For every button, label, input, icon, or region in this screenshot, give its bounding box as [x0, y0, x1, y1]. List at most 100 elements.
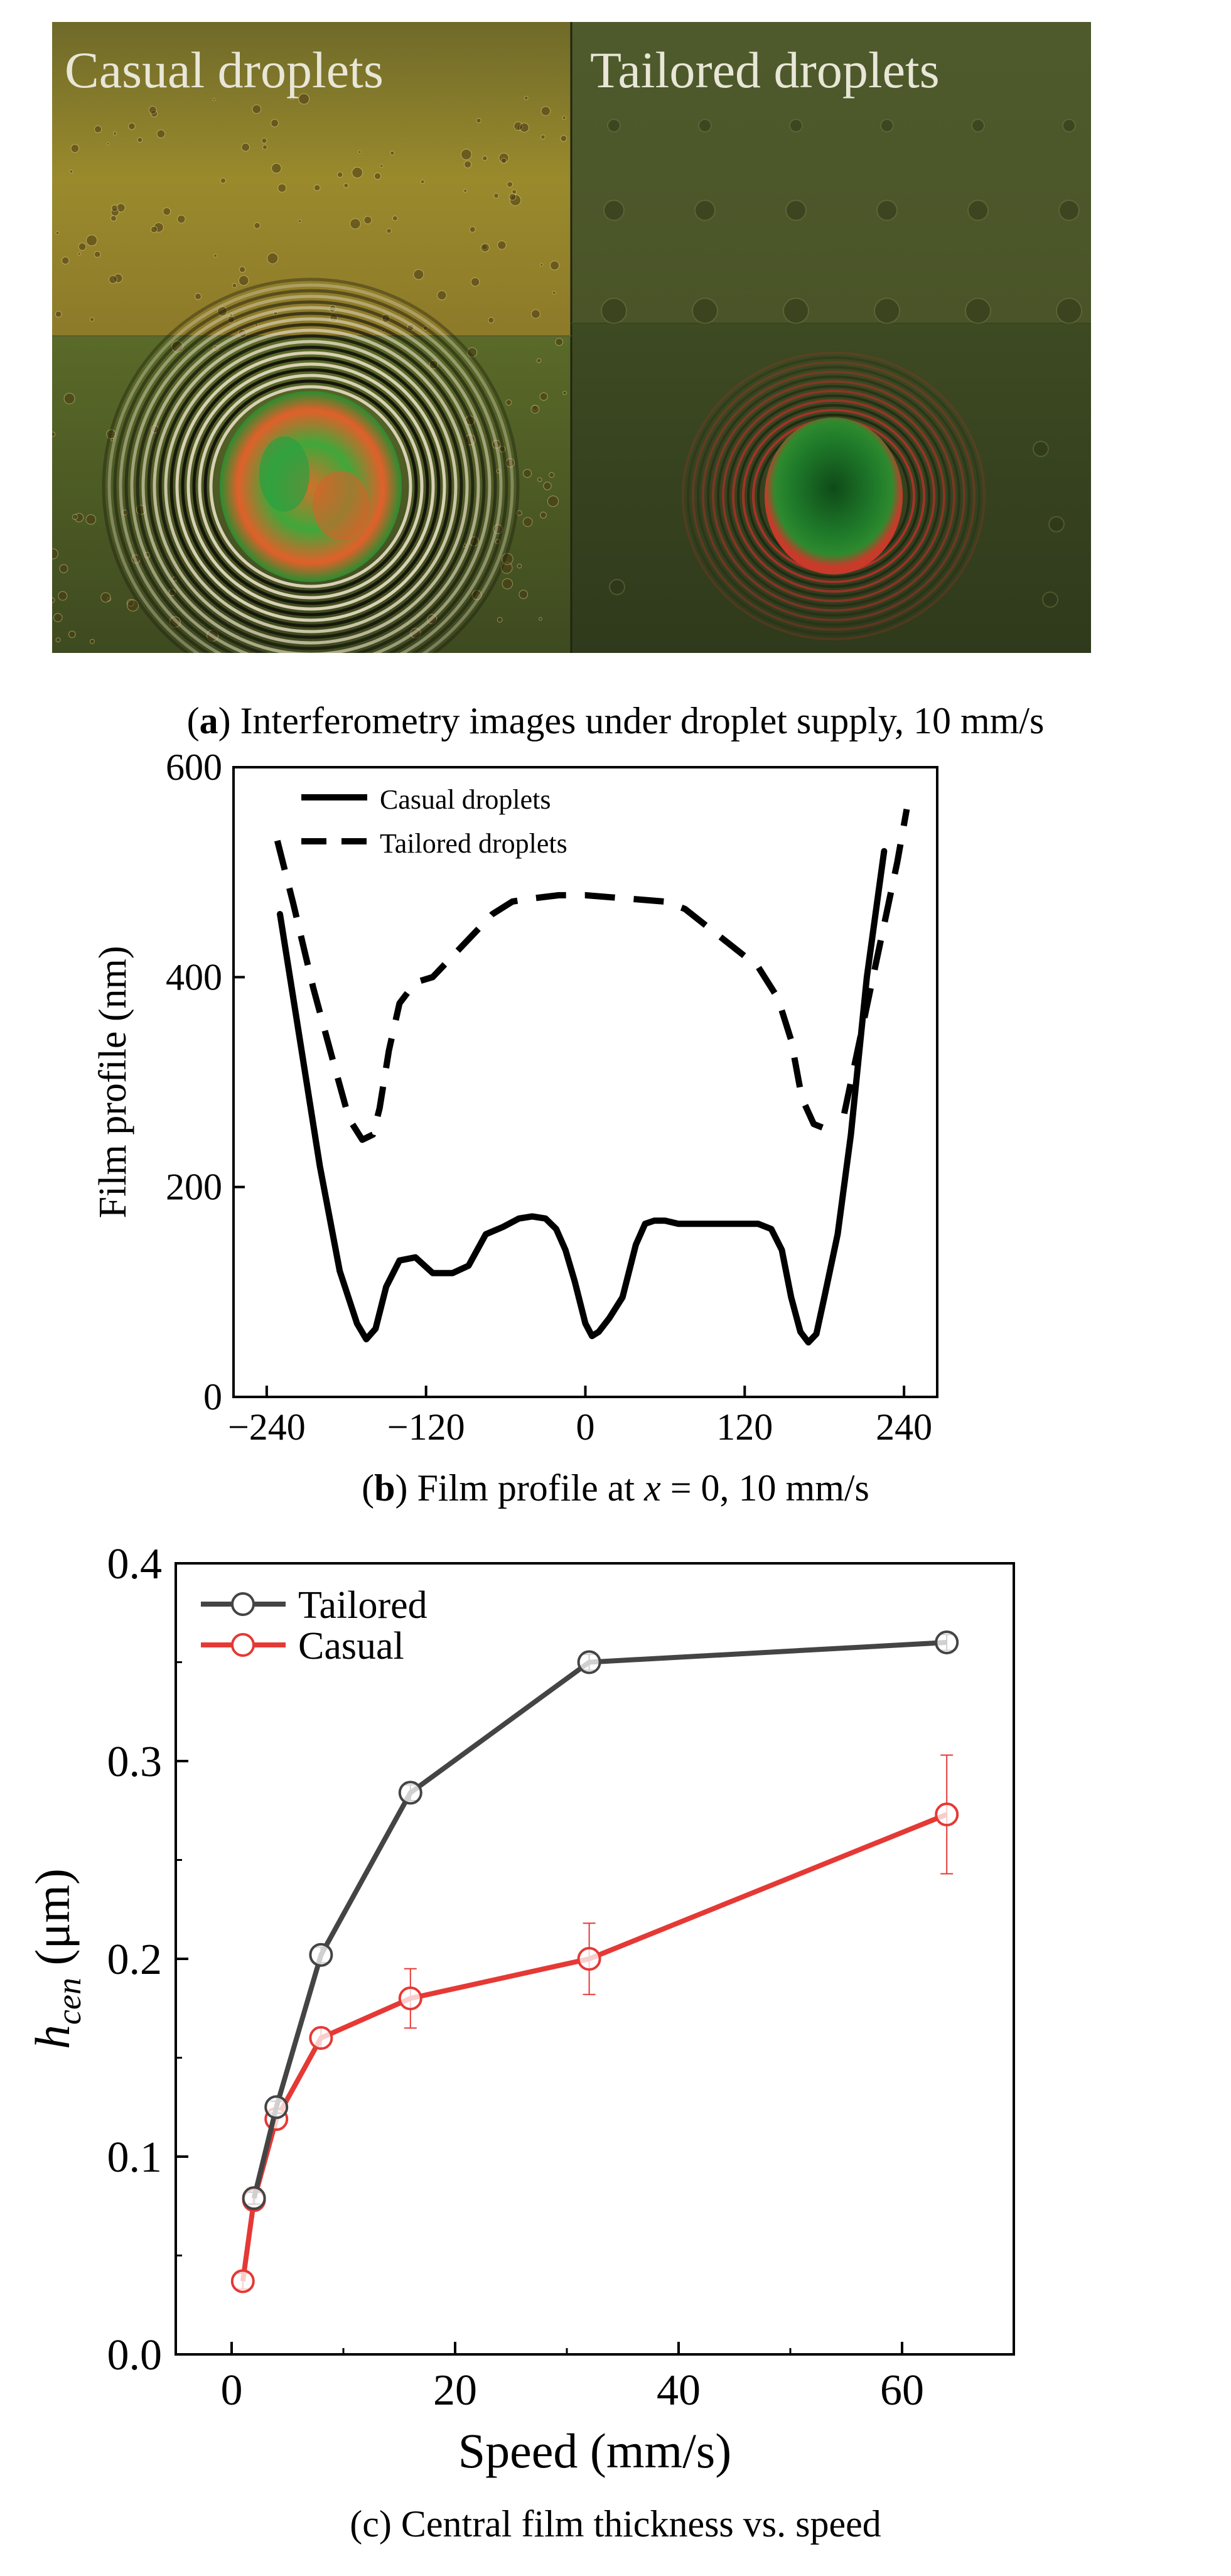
droplet [552, 291, 556, 295]
droplet [971, 119, 985, 132]
droplet [505, 399, 512, 406]
tailored-marker [309, 1943, 333, 1967]
y-tick-label: 400 [166, 956, 222, 998]
x-tick-label: 120 [716, 1406, 773, 1444]
casual-droplets-label: Casual droplets [65, 41, 384, 99]
droplet [500, 158, 507, 164]
y-axis-label: Film profile (nm) [92, 946, 134, 1219]
fringe-ring [198, 374, 424, 600]
droplet [156, 129, 166, 139]
droplet [94, 251, 101, 258]
y-tick-label: 0.2 [107, 1936, 163, 1984]
droplet [517, 563, 522, 569]
y-tick-label: 0.3 [107, 1738, 163, 1786]
droplet [374, 172, 382, 180]
fringe-ring [164, 340, 458, 633]
droplet [261, 137, 267, 144]
tailored-marker [264, 2095, 289, 2120]
fringe-ring [136, 311, 486, 653]
droplet [562, 116, 566, 120]
droplet [55, 311, 62, 318]
tailored-marker [577, 1650, 601, 1674]
droplet [59, 564, 68, 573]
droplet [350, 218, 361, 230]
x-tick-label: 20 [433, 2366, 477, 2415]
droplet [543, 482, 552, 490]
fringe-ring [737, 404, 930, 588]
tailored-droplets-dots [601, 119, 1082, 608]
droplet [61, 256, 70, 265]
fringe-ring [687, 356, 981, 636]
casual-marker [398, 1986, 422, 2010]
droplet [540, 512, 547, 519]
droplet [90, 317, 95, 322]
droplet [106, 429, 116, 439]
droplet [267, 252, 279, 264]
droplet [783, 298, 809, 324]
legend-casual-marker [231, 1633, 255, 1657]
droplet [77, 252, 81, 256]
fringe-ring [747, 413, 920, 579]
fringe-ring [124, 300, 497, 653]
casual-marker [230, 2269, 255, 2293]
droplet [1042, 591, 1058, 608]
droplet [128, 122, 136, 130]
droplet [390, 151, 395, 156]
droplet [422, 325, 428, 331]
fringe-ring [692, 361, 976, 631]
droplet [70, 144, 80, 153]
droplet [413, 269, 424, 280]
droplet [94, 125, 102, 133]
y-axis-label: hcen (μm) [25, 1868, 88, 2049]
droplet [68, 630, 76, 639]
droplet [232, 283, 237, 288]
droplet [110, 215, 117, 222]
droplet [965, 298, 991, 324]
droplet [493, 193, 499, 199]
fringe-ring [722, 389, 945, 603]
fringe-ring [119, 294, 503, 653]
droplet [52, 548, 58, 559]
y-tick-label: 600 [166, 746, 222, 788]
fringe-ring [742, 409, 925, 583]
droplet [603, 200, 625, 221]
droplet [539, 617, 542, 621]
fringe-ring [707, 375, 960, 617]
fringe-ring [697, 365, 970, 627]
fringe-ring [702, 370, 965, 622]
droplet [55, 231, 60, 235]
central-thickness-chart: 0 20 40 60 0.0 0.1 0.2 0.3 0.4 hcen (μm) Speed (mm… [25, 1540, 1015, 2478]
droplet [495, 539, 500, 544]
tailored-marker [935, 1630, 959, 1654]
fringe-ring [175, 351, 446, 622]
droplet [343, 183, 349, 188]
fringe-ring [732, 399, 935, 593]
droplet [437, 290, 447, 301]
fringe-ring [130, 306, 492, 653]
tailored-profile-line [274, 839, 838, 1143]
droplet [298, 93, 310, 105]
droplet [876, 200, 898, 221]
droplet [239, 266, 246, 273]
droplet [53, 613, 63, 622]
droplet [488, 316, 495, 323]
fringe-ring [727, 394, 940, 598]
droplet [106, 142, 110, 146]
tailored-marker [242, 2186, 266, 2211]
droplet [508, 193, 517, 201]
legend-tailored-marker [231, 1592, 255, 1616]
droplet [78, 242, 87, 251]
fringe-ring [102, 278, 520, 653]
tailored-marker [398, 1781, 422, 1805]
droplet [547, 495, 559, 507]
droplet [52, 597, 55, 603]
droplet [601, 298, 627, 324]
y-tick-label: 0.0 [107, 2331, 163, 2379]
droplet [262, 144, 268, 150]
caption-c: (c) Central film thickness vs. speed [350, 2503, 881, 2545]
droplet [540, 106, 551, 116]
droplet [501, 552, 513, 565]
droplet [470, 277, 480, 287]
fringe-ring [186, 362, 435, 611]
droplet [386, 228, 392, 234]
